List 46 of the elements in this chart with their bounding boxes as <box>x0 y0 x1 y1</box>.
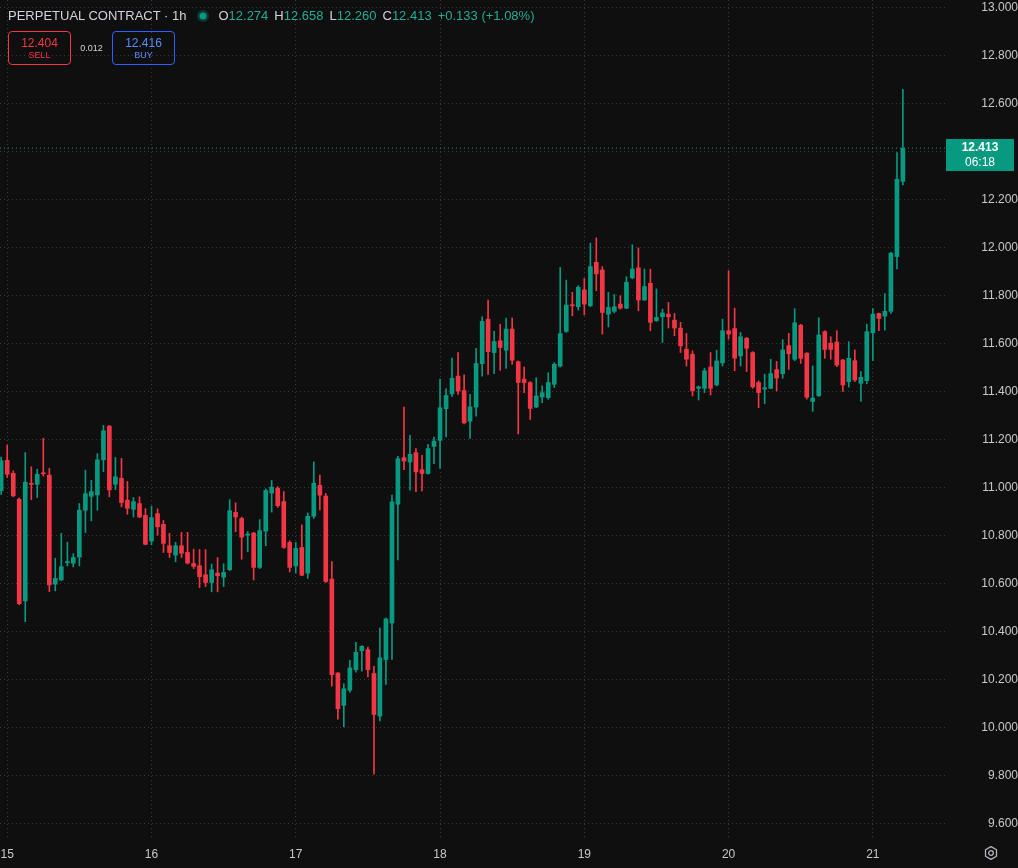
x-tick-label: 19 <box>577 846 592 861</box>
buy-button[interactable]: 12.416 BUY <box>112 31 175 65</box>
candlestick <box>497 323 503 371</box>
annotation: SELL <box>28 49 51 61</box>
y-tick-label: 10.800 <box>981 527 1018 542</box>
annotation: +0.133 (+1.08%) <box>437 8 535 24</box>
y-tick-label: 13.000 <box>981 0 1018 14</box>
annotation: O12.274 <box>218 8 269 23</box>
y-tick-label: 11.400 <box>982 383 1018 398</box>
sell-button[interactable]: 12.404 SELL <box>8 31 71 65</box>
annotation: C12.413 <box>382 8 432 23</box>
text: 06:18 <box>964 155 996 170</box>
y-tick-label: 9.600 <box>987 815 1018 830</box>
candlestick <box>245 531 251 553</box>
y-tick-label: 11.200 <box>982 431 1018 446</box>
annotation: 12.404 <box>21 35 58 50</box>
annotation: BUY <box>134 49 153 61</box>
y-tick-label: 11.800 <box>982 287 1018 302</box>
y-tick-label: 9.800 <box>987 767 1018 782</box>
y-tick-label: 12.200 <box>981 191 1018 206</box>
x-tick-label: 18 <box>433 846 448 861</box>
annotation: 12.416 <box>125 35 162 50</box>
x-tick-label: 15 <box>0 846 15 861</box>
y-tick-label: 10.200 <box>981 671 1018 686</box>
text: PERPETUAL CONTRACT · 1h <box>8 8 187 24</box>
y-tick-label: 12.000 <box>981 239 1018 254</box>
candlestick <box>40 437 46 477</box>
candlestick <box>419 454 425 492</box>
ref-line-label: 12.413 <box>961 140 999 155</box>
annotation: L12.260 <box>329 8 377 23</box>
candlestick <box>810 365 816 412</box>
y-tick-label: 11.000 <box>982 479 1018 494</box>
candlestick <box>28 466 34 501</box>
annotation: H12.658 <box>274 8 324 23</box>
candlestick <box>786 333 792 370</box>
y-tick-label: 12.800 <box>981 47 1018 62</box>
y-tick-label: 10.400 <box>981 623 1018 638</box>
y-tick-label: 10.000 <box>981 719 1018 734</box>
x-tick-label: 17 <box>289 846 303 861</box>
y-tick-label: 11.600 <box>982 335 1018 350</box>
x-tick-label: 16 <box>144 846 159 861</box>
y-tick-label: 10.600 <box>981 575 1018 590</box>
y-tick-label: 12.600 <box>981 95 1018 110</box>
x-tick-label: 20 <box>721 846 736 861</box>
annotation: 0.012 <box>79 42 104 54</box>
x-tick-label: 21 <box>866 846 880 861</box>
